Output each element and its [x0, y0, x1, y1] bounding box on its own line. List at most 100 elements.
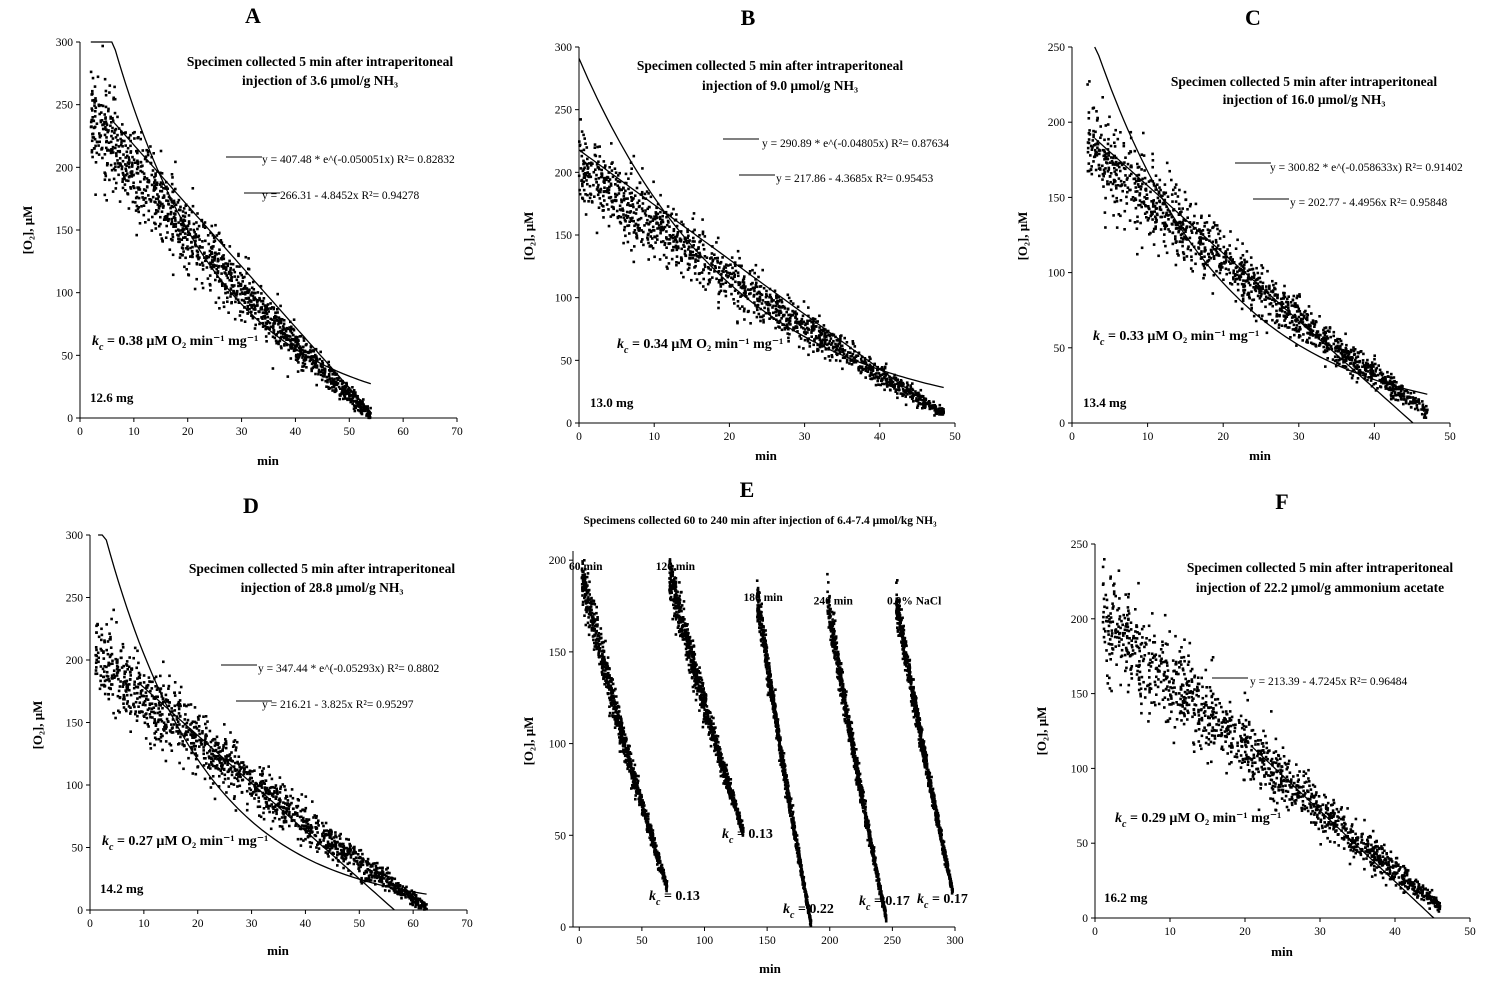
data-point: [189, 723, 192, 726]
data-point: [1200, 237, 1204, 240]
data-point: [325, 375, 329, 379]
data-point: [1403, 389, 1406, 393]
data-point: [1399, 389, 1403, 392]
data-point: [331, 851, 334, 855]
data-point: [584, 193, 587, 196]
data-point: [150, 183, 154, 187]
data-point: [702, 285, 705, 288]
panel-letter: D: [243, 493, 259, 518]
data-point: [144, 703, 147, 707]
data-point: [1228, 244, 1231, 247]
data-point: [634, 212, 638, 215]
data-point: [596, 145, 599, 149]
data-point: [635, 236, 639, 240]
data-point: [1200, 250, 1203, 253]
data-point: [1324, 326, 1328, 329]
data-point: [321, 359, 324, 363]
data-point: [633, 224, 636, 228]
data-point: [90, 118, 93, 122]
data-point: [675, 255, 679, 258]
data-point: [327, 360, 330, 364]
data-point: [822, 324, 826, 327]
data-point: [1398, 393, 1401, 396]
data-point: [1222, 255, 1225, 259]
data-point: [320, 370, 323, 373]
data-point: [1264, 305, 1267, 309]
data-point: [289, 330, 292, 333]
data-point: [1124, 174, 1127, 177]
data-point: [687, 266, 691, 270]
data-point: [170, 727, 174, 730]
data-point: [153, 179, 157, 182]
data-point: [226, 296, 229, 300]
data-point: [234, 746, 238, 749]
data-point: [1134, 186, 1138, 189]
data-point: [1381, 380, 1385, 383]
data-point: [242, 286, 246, 290]
data-point: [699, 239, 702, 243]
data-point: [235, 278, 239, 282]
data-point: [1256, 294, 1260, 298]
data-point: [1290, 316, 1294, 319]
data-point: [1107, 151, 1111, 155]
data-point: [191, 187, 195, 190]
data-point: [103, 692, 107, 696]
data-point: [112, 673, 116, 676]
data-point: [113, 162, 117, 165]
data-point: [889, 379, 893, 383]
data-point: [1352, 346, 1355, 349]
data-point: [200, 282, 204, 285]
data-point: [1266, 269, 1269, 273]
data-point: [197, 234, 201, 238]
x-tick-label: 20: [724, 431, 736, 443]
data-point: [1409, 396, 1412, 399]
x-tick-label: 50: [354, 918, 366, 930]
data-point: [672, 207, 675, 211]
data-point: [1202, 276, 1205, 280]
data-point: [195, 221, 198, 224]
data-point: [1402, 395, 1406, 398]
data-point: [896, 396, 899, 400]
data-point: [759, 292, 762, 296]
data-point: [830, 343, 833, 346]
data-point: [1173, 220, 1176, 223]
data-point: [345, 391, 349, 395]
data-point: [224, 268, 228, 272]
data-point: [1181, 207, 1184, 210]
data-point: [864, 369, 868, 372]
data-point: [1344, 365, 1348, 369]
data-point: [1225, 272, 1228, 276]
data-point: [663, 243, 666, 247]
data-point: [275, 332, 279, 336]
data-point: [215, 253, 218, 256]
data-point: [1271, 318, 1274, 322]
data-point: [1185, 255, 1189, 258]
data-point: [646, 218, 649, 222]
data-point: [794, 321, 797, 324]
data-point: [91, 89, 94, 93]
data-point: [873, 376, 876, 380]
data-point: [646, 238, 650, 241]
data-point: [274, 339, 278, 343]
data-point: [783, 307, 787, 310]
data-point: [1349, 350, 1353, 354]
data-point: [1253, 273, 1256, 277]
data-point: [1256, 285, 1260, 288]
data-point: [136, 186, 139, 189]
data-point: [756, 299, 759, 303]
data-point: [1151, 205, 1155, 208]
data-point: [1350, 362, 1353, 365]
data-point: [1147, 217, 1151, 220]
data-point: [597, 206, 601, 209]
data-point: [592, 183, 595, 187]
data-point: [775, 314, 778, 317]
data-point: [1260, 264, 1263, 267]
data-point: [171, 253, 175, 257]
data-point: [133, 137, 136, 140]
data-point: [1239, 256, 1243, 260]
data-point: [729, 263, 732, 266]
data-point: [697, 247, 700, 250]
data-point: [170, 173, 174, 176]
data-point: [273, 322, 277, 325]
data-point: [218, 774, 221, 778]
